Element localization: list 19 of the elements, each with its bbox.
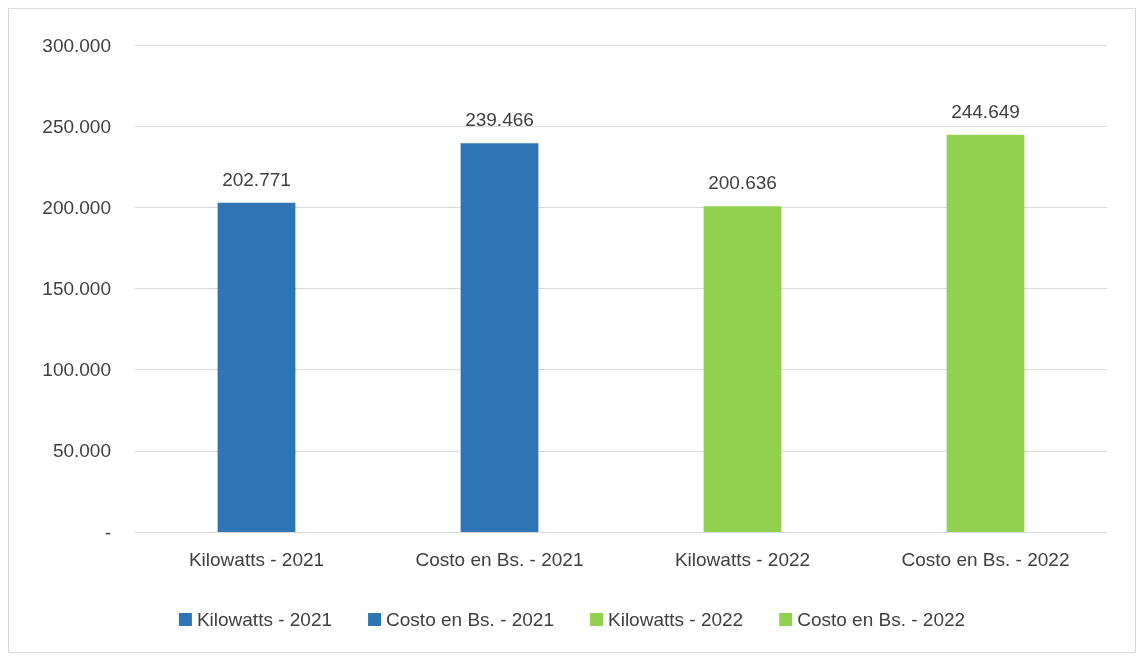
y-tick-label: - xyxy=(104,521,111,543)
legend-label: Kilowatts - 2022 xyxy=(608,609,744,630)
y-tick-label: 50.000 xyxy=(52,440,111,462)
x-tick-label: Kilowatts - 2021 xyxy=(188,549,325,570)
data-label: 244.649 xyxy=(951,100,1020,122)
y-tick-label: 100.000 xyxy=(42,359,111,381)
x-tick-label: Costo en Bs. - 2022 xyxy=(901,549,1070,570)
legend-label: Costo en Bs. - 2021 xyxy=(386,609,555,630)
legend-label: Kilowatts - 2021 xyxy=(196,609,333,630)
y-tick-label: 150.000 xyxy=(42,278,111,299)
y-tick-label: 250.000 xyxy=(42,115,111,137)
y-tick-label: 300.000 xyxy=(42,34,111,56)
x-tick-label: Kilowatts - 2022 xyxy=(674,549,811,570)
data-label: 202.771 xyxy=(222,168,291,190)
legend-label: Costo en Bs. - 2022 xyxy=(797,609,966,630)
data-label: 239.466 xyxy=(465,109,534,131)
y-tick-label: 200.000 xyxy=(42,196,111,218)
data-label: 200.636 xyxy=(708,172,777,194)
x-tick-label: Costo en Bs. - 2021 xyxy=(415,549,584,570)
